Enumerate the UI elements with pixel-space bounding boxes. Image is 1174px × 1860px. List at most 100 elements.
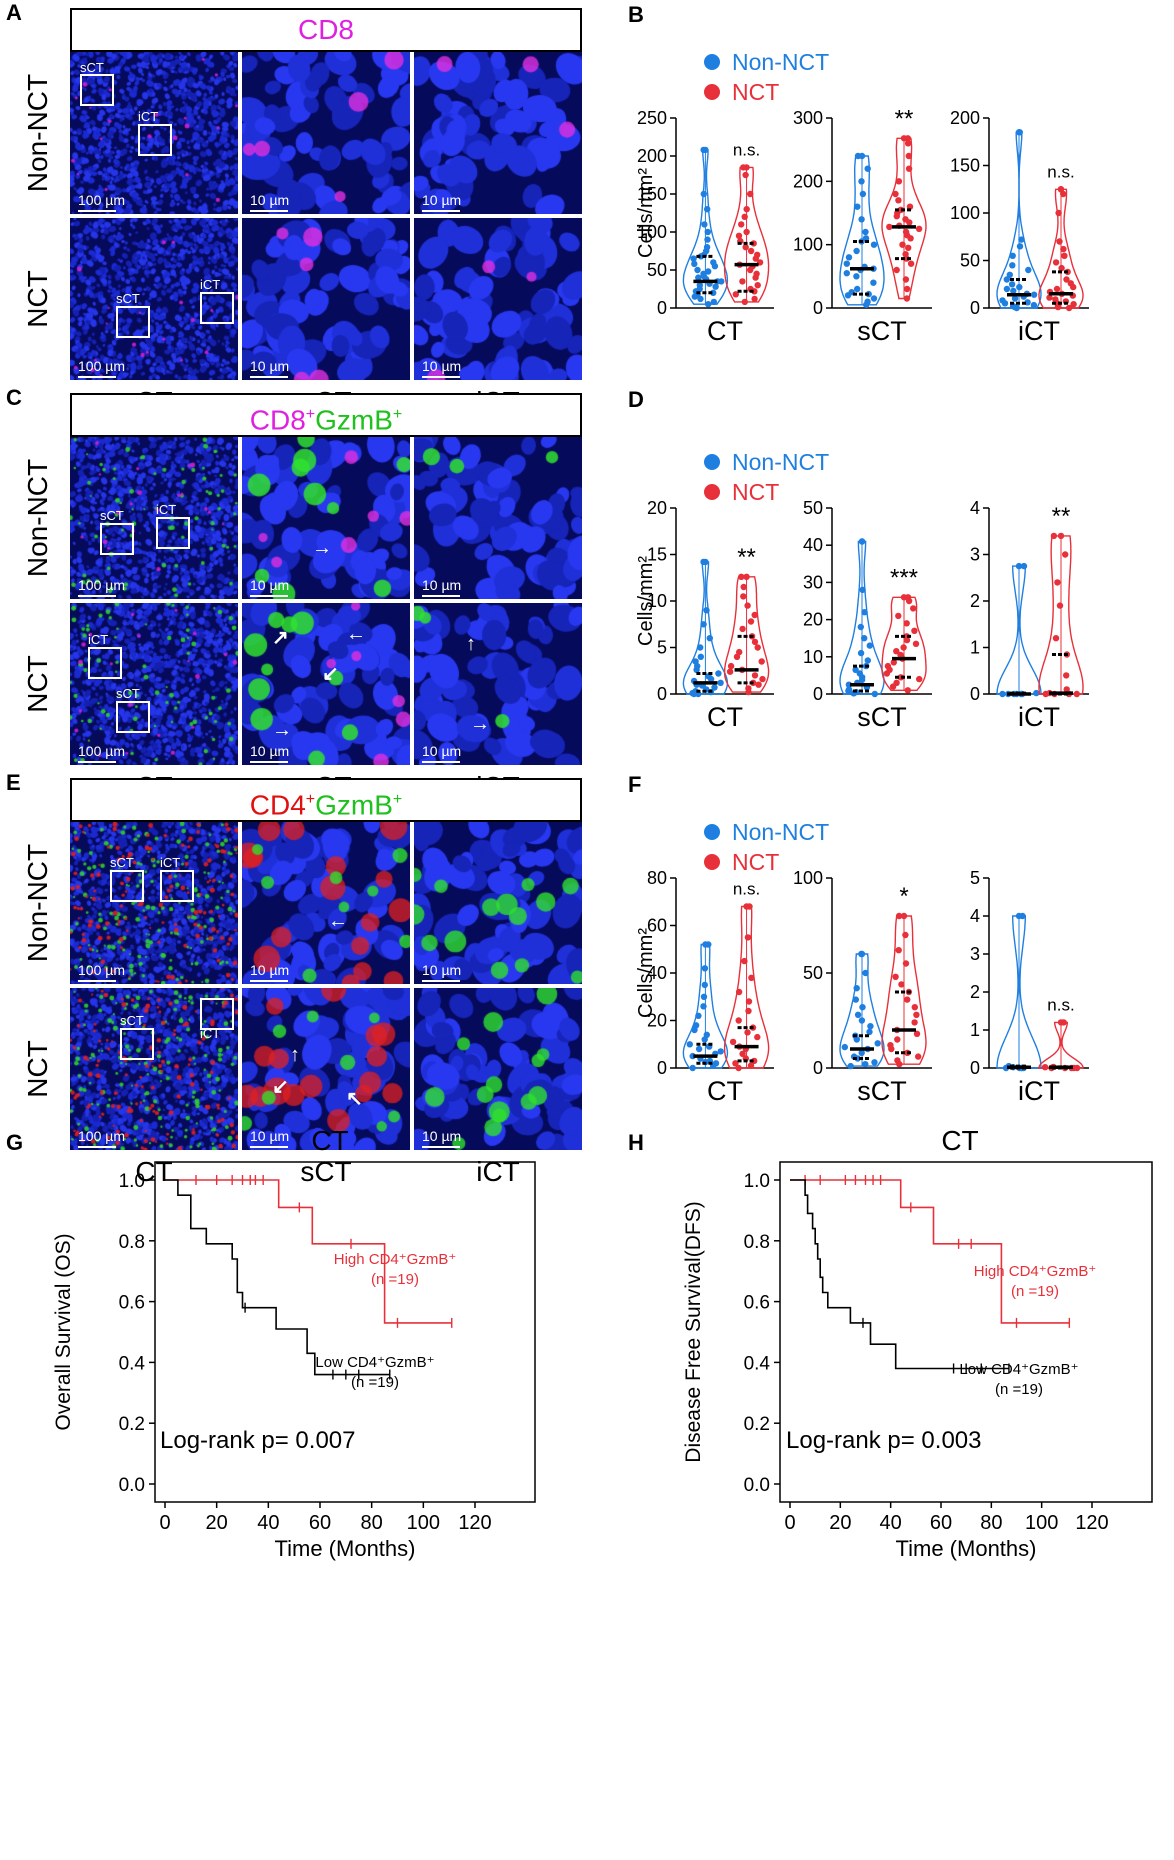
data-point bbox=[858, 216, 865, 223]
x-tick-label: 120 bbox=[1075, 1512, 1108, 1534]
violin-non_nct bbox=[839, 950, 885, 1070]
data-point bbox=[691, 260, 698, 268]
data-point bbox=[847, 1062, 854, 1070]
region-box-ict bbox=[88, 647, 122, 679]
data-point bbox=[697, 653, 704, 660]
data-point bbox=[754, 251, 761, 258]
data-point bbox=[854, 203, 861, 210]
micrograph-C-non-nct-ict: 10 µm bbox=[414, 437, 582, 599]
series-n-label: (n =19) bbox=[1011, 1283, 1059, 1300]
data-point bbox=[899, 241, 906, 248]
micrograph-texture bbox=[70, 988, 238, 1150]
data-point bbox=[743, 228, 750, 236]
scale-bar: 100 µm bbox=[78, 577, 125, 597]
data-point bbox=[892, 973, 899, 980]
arrow-icon: ↙ bbox=[322, 663, 339, 685]
data-point bbox=[897, 674, 904, 681]
data-point bbox=[1058, 264, 1065, 272]
data-point bbox=[1057, 186, 1065, 193]
legend: Non-NCT NCT bbox=[704, 449, 829, 505]
y-tick-label: 0 bbox=[657, 684, 667, 704]
series-high: High CD4⁺GzmB⁺ (n =19) bbox=[165, 1175, 456, 1328]
scale-bar: 100 µm bbox=[78, 1128, 125, 1148]
series-high: High CD4⁺GzmB⁺ (n =19) bbox=[790, 1175, 1096, 1328]
violin-shape bbox=[881, 137, 927, 300]
arrow-icon: ↑ bbox=[290, 1044, 300, 1066]
violin-non_nct bbox=[682, 558, 729, 698]
micrograph-texture bbox=[414, 822, 582, 984]
data-point bbox=[747, 618, 755, 625]
data-point bbox=[912, 640, 920, 647]
data-point bbox=[902, 960, 910, 967]
data-point bbox=[841, 1043, 848, 1051]
series-n-label: (n =19) bbox=[351, 1374, 399, 1391]
legend-marker bbox=[704, 854, 720, 870]
data-point bbox=[999, 297, 1006, 304]
micrograph-E-non-nct-ict: 10 µm bbox=[414, 822, 582, 984]
data-point bbox=[915, 1053, 922, 1060]
y-tick-label: 30 bbox=[803, 572, 823, 592]
data-point bbox=[910, 605, 917, 612]
data-point bbox=[701, 221, 708, 228]
violin-nct bbox=[1038, 186, 1084, 312]
data-point bbox=[689, 1064, 696, 1072]
region-box-ict bbox=[200, 292, 234, 324]
scale-bar: 10 µm bbox=[422, 962, 462, 982]
scale-bar: 10 µm bbox=[422, 577, 462, 597]
data-point bbox=[748, 974, 755, 981]
data-point bbox=[704, 236, 711, 243]
y-tick-label: 0.6 bbox=[744, 1293, 770, 1314]
stain-title-C: CD8+GzmB+ bbox=[70, 393, 582, 437]
plot-frame bbox=[154, 1161, 536, 1503]
data-point bbox=[859, 586, 866, 593]
data-point bbox=[741, 213, 748, 220]
data-point bbox=[1065, 304, 1073, 312]
subplot-ct: 0 50 100 150 200 250 CT n.s. bbox=[637, 108, 774, 346]
data-point bbox=[894, 1036, 901, 1043]
y-tick-label: 200 bbox=[637, 146, 667, 166]
data-point bbox=[702, 146, 709, 154]
x-axis-label: Time (Months) bbox=[275, 1536, 416, 1561]
data-point bbox=[694, 266, 701, 274]
y-tick-label: 20 bbox=[647, 1011, 667, 1031]
micrograph-texture bbox=[414, 437, 582, 599]
data-point bbox=[913, 1011, 920, 1018]
data-point bbox=[895, 947, 902, 954]
y-tick-label: 20 bbox=[647, 498, 667, 518]
stain-title-part: CD4 bbox=[249, 789, 306, 821]
stain-title-part: + bbox=[305, 406, 316, 423]
data-point bbox=[747, 247, 755, 255]
significance-label: *** bbox=[890, 564, 918, 591]
data-point bbox=[1056, 602, 1064, 609]
data-point bbox=[705, 301, 712, 308]
significance-label: n.s. bbox=[733, 880, 760, 899]
y-tick-label: 300 bbox=[793, 108, 823, 128]
data-point bbox=[845, 254, 853, 261]
y-tick-label: 40 bbox=[647, 963, 667, 983]
violin-panel-F: FNon-NCTNCTCells/mm²020406080CTn.s.05010… bbox=[628, 772, 1089, 1106]
subplot-sct: 0 50 100 sCT * bbox=[793, 868, 932, 1106]
region-box-label: sCT bbox=[116, 291, 140, 306]
region-box-sct bbox=[116, 701, 150, 733]
data-point bbox=[915, 225, 923, 232]
data-point bbox=[858, 538, 866, 545]
legend-label: Non-NCT bbox=[732, 819, 829, 845]
data-point bbox=[1015, 562, 1023, 570]
data-point bbox=[845, 686, 853, 693]
data-point bbox=[1073, 690, 1081, 698]
x-axis-label: sCT bbox=[857, 702, 907, 732]
violin-non_nct bbox=[839, 538, 885, 698]
data-point bbox=[1011, 295, 1019, 302]
arrow-icon: → bbox=[272, 719, 292, 741]
stain-title-part: + bbox=[305, 791, 316, 808]
data-point bbox=[902, 251, 909, 258]
micrograph-texture bbox=[70, 52, 238, 214]
legend: Non-NCT NCT bbox=[704, 49, 829, 105]
data-point bbox=[1046, 294, 1053, 301]
data-point bbox=[907, 260, 915, 267]
y-tick-label: 5 bbox=[657, 638, 667, 658]
data-point bbox=[866, 1028, 873, 1036]
region-box-sct bbox=[80, 74, 114, 106]
data-point bbox=[1052, 635, 1060, 642]
data-point bbox=[1008, 281, 1016, 288]
